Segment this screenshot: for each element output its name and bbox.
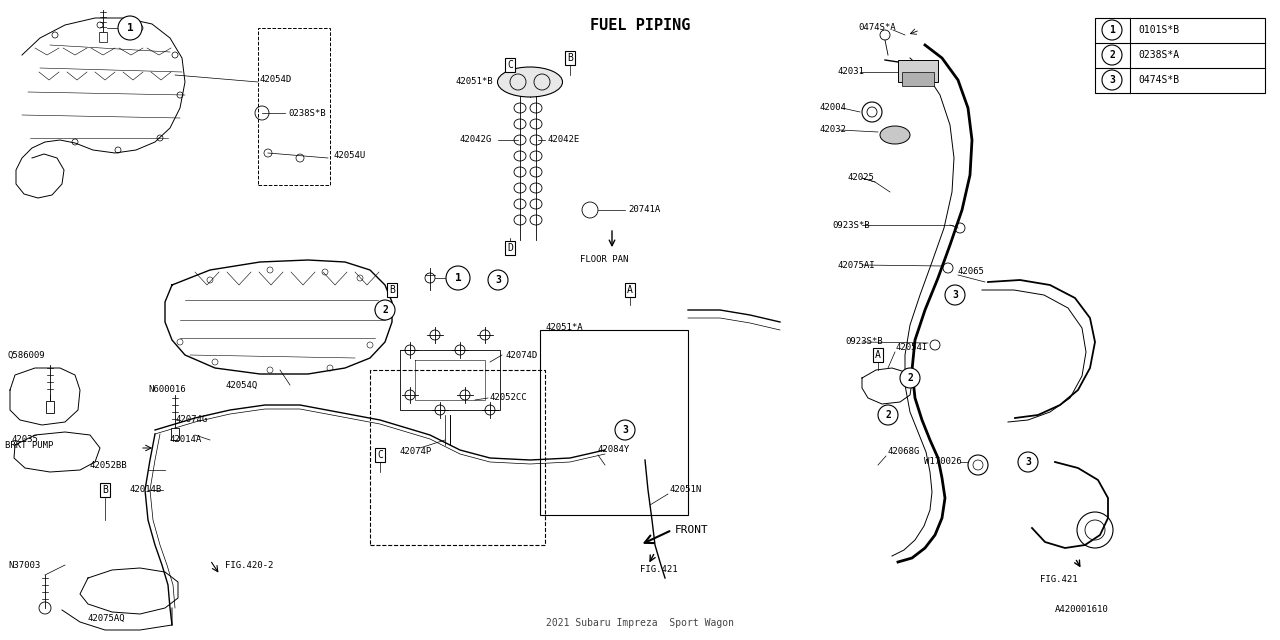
Bar: [46, 401, 54, 413]
Text: 42065: 42065: [957, 268, 984, 276]
Text: 0923S*B: 0923S*B: [832, 221, 869, 230]
Bar: [259, 28, 330, 185]
Bar: [1094, 18, 1265, 93]
Text: 1: 1: [127, 23, 133, 33]
Circle shape: [1102, 20, 1123, 40]
Text: B: B: [567, 53, 573, 63]
Text: FIG.421: FIG.421: [1039, 575, 1078, 584]
Text: 3: 3: [622, 425, 628, 435]
Text: 42042E: 42042E: [548, 136, 580, 145]
Text: 42035: 42035: [12, 435, 38, 445]
Text: D: D: [507, 243, 513, 253]
Text: 42075AI: 42075AI: [838, 260, 876, 269]
Text: W170026: W170026: [924, 458, 961, 467]
Bar: [172, 428, 179, 440]
Bar: [370, 370, 545, 545]
Text: FLOOR PAN: FLOOR PAN: [580, 255, 628, 264]
Text: 0923S*B: 0923S*B: [845, 337, 883, 346]
Text: 42052CC: 42052CC: [490, 394, 527, 403]
Text: A: A: [627, 285, 632, 295]
Text: C: C: [507, 60, 513, 70]
Text: 0474S*A: 0474S*A: [858, 24, 896, 33]
Text: 42054I: 42054I: [895, 344, 927, 353]
Text: 20741A: 20741A: [628, 205, 660, 214]
Text: 2: 2: [1108, 50, 1115, 60]
Text: FUEL PIPING: FUEL PIPING: [590, 18, 690, 33]
Circle shape: [614, 420, 635, 440]
Text: N37003: N37003: [8, 561, 40, 570]
Text: 42031: 42031: [838, 67, 865, 77]
Ellipse shape: [498, 67, 562, 97]
Text: 42075AQ: 42075AQ: [88, 614, 125, 623]
Circle shape: [945, 285, 965, 305]
Text: C: C: [378, 450, 383, 460]
Text: 42084Y: 42084Y: [598, 445, 630, 454]
Text: 3: 3: [1025, 457, 1030, 467]
Circle shape: [878, 405, 899, 425]
Circle shape: [488, 270, 508, 290]
Circle shape: [1018, 452, 1038, 472]
Text: 42054D: 42054D: [260, 76, 292, 84]
Bar: [902, 72, 934, 86]
Text: 0238S*B: 0238S*B: [288, 109, 325, 118]
Text: BRKT PUMP: BRKT PUMP: [5, 440, 54, 449]
Text: 2: 2: [884, 410, 891, 420]
Bar: [540, 330, 689, 515]
Text: Q586009: Q586009: [8, 351, 46, 360]
Text: 42025: 42025: [849, 173, 874, 182]
Text: 42054Q: 42054Q: [225, 381, 257, 390]
Bar: [899, 60, 938, 82]
Text: 0474S*B: 0474S*B: [1138, 75, 1179, 85]
Text: 3: 3: [495, 275, 500, 285]
Circle shape: [445, 266, 470, 290]
Text: 2: 2: [381, 305, 388, 315]
Text: 1: 1: [454, 273, 461, 283]
Circle shape: [900, 368, 920, 388]
Text: 1: 1: [1108, 25, 1115, 35]
Text: B: B: [389, 285, 396, 295]
Text: 42074D: 42074D: [506, 351, 538, 360]
Text: A420001610: A420001610: [1055, 605, 1108, 614]
Text: 42051*A: 42051*A: [545, 323, 582, 333]
Text: 42068G: 42068G: [888, 447, 920, 456]
Circle shape: [118, 16, 142, 40]
Text: 42074G: 42074G: [175, 415, 207, 424]
Text: 42004: 42004: [820, 104, 847, 113]
Text: 42074P: 42074P: [399, 447, 433, 456]
Text: 3: 3: [1108, 75, 1115, 85]
Circle shape: [1102, 45, 1123, 65]
Bar: [99, 32, 108, 42]
Circle shape: [375, 300, 396, 320]
Text: 42042G: 42042G: [460, 136, 493, 145]
Text: 42014A: 42014A: [170, 435, 202, 445]
Text: 0101S*B: 0101S*B: [1138, 25, 1179, 35]
Ellipse shape: [881, 126, 910, 144]
Text: 2021 Subaru Impreza  Sport Wagon: 2021 Subaru Impreza Sport Wagon: [547, 618, 733, 628]
Text: 42052BB: 42052BB: [90, 461, 128, 470]
Text: FRONT: FRONT: [675, 525, 709, 535]
Text: A: A: [876, 350, 881, 360]
Text: 42014B: 42014B: [131, 486, 163, 495]
Text: B: B: [102, 485, 108, 495]
Text: 42054U: 42054U: [333, 150, 365, 159]
Text: FIG.420-2: FIG.420-2: [225, 561, 274, 570]
Text: N600016: N600016: [148, 385, 186, 394]
Circle shape: [1102, 70, 1123, 90]
Text: 0238S*A: 0238S*A: [1138, 50, 1179, 60]
Text: FIG.421: FIG.421: [640, 566, 677, 575]
Text: 42051*B: 42051*B: [454, 77, 493, 86]
Text: 3: 3: [952, 290, 957, 300]
Text: 42051N: 42051N: [669, 486, 703, 495]
Text: 2: 2: [908, 373, 913, 383]
Text: 42032: 42032: [820, 125, 847, 134]
